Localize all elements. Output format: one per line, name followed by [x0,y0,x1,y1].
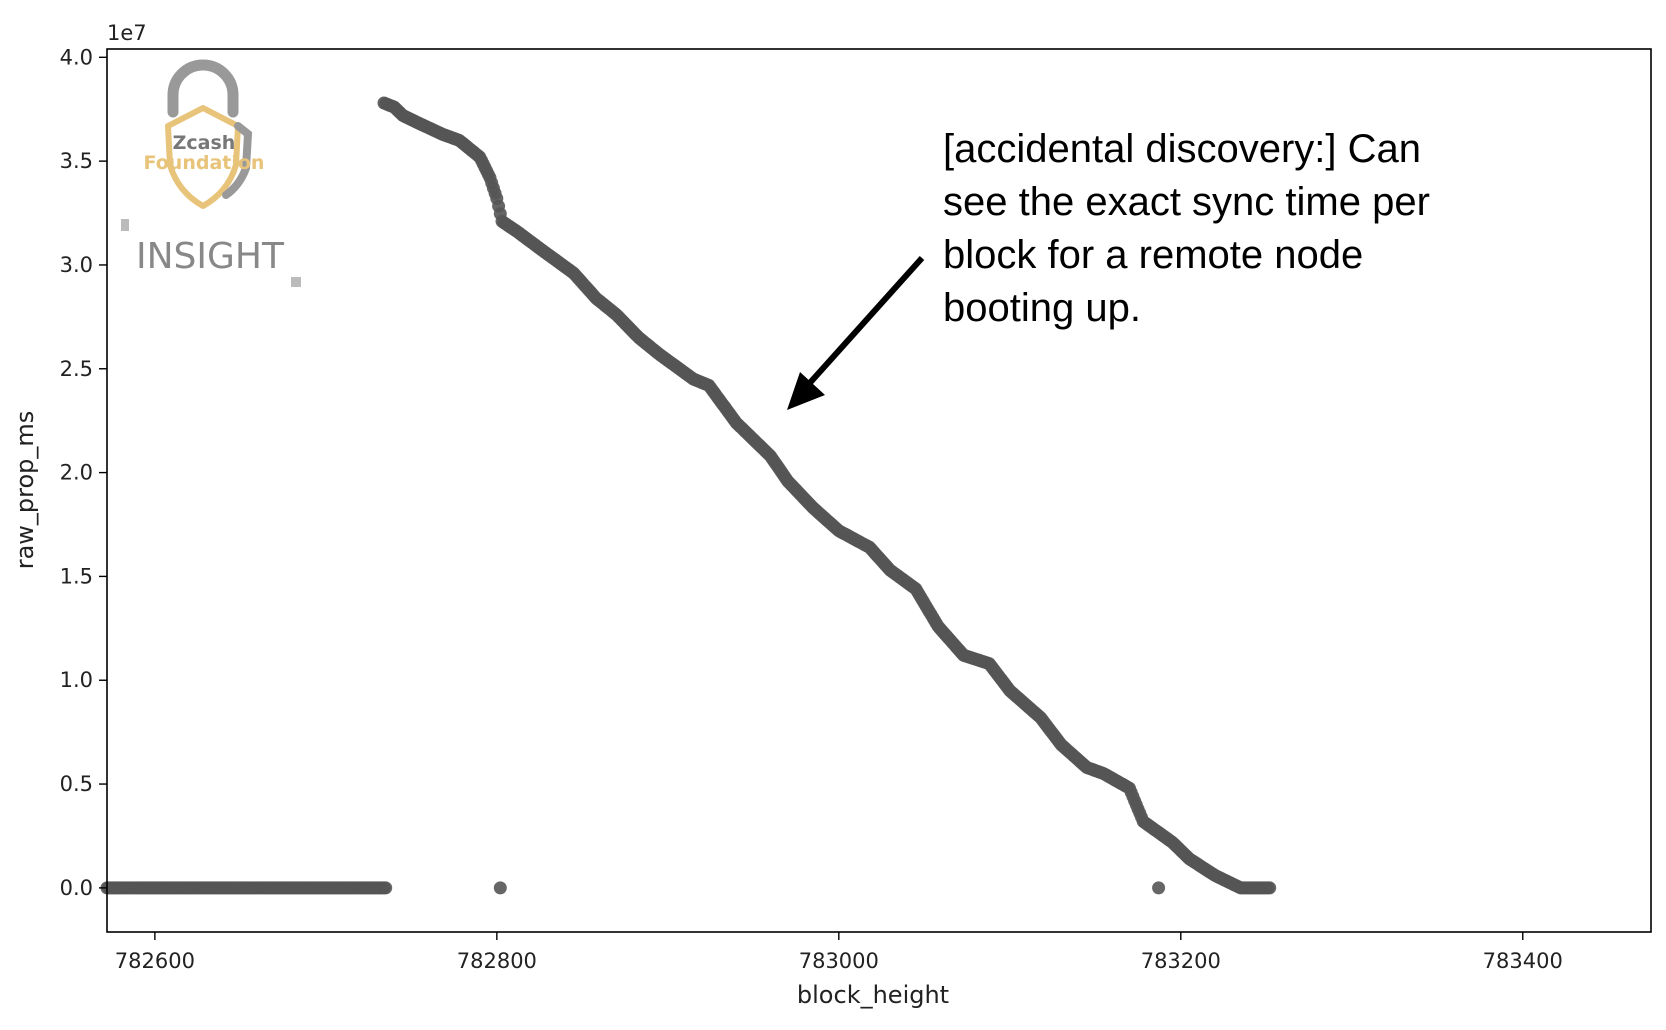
x-tick-label: 782800 [457,949,537,973]
y-tick-label: 2.5 [60,357,93,381]
y-tick-label: 0.0 [60,876,93,900]
annotation: [accidental discovery:] Can see the exac… [787,127,1430,410]
annotation-line-2: see the exact sync time per [943,180,1430,224]
watermark-logo: Zcash Foundation INSIGHT [121,59,301,287]
watermark-pixel-mark [121,219,129,231]
watermark-zcash-label: Zcash [173,132,236,154]
shield-icon [165,105,241,209]
lock-shackle-icon [167,59,239,118]
x-tick-label: 783000 [799,949,879,973]
annotation-line-1: [accidental discovery:] Can [943,127,1421,171]
data-points [100,96,1277,895]
watermark-pixel-mark [291,277,301,287]
annotation-arrow-head [787,372,825,410]
watermark-foundation-label: Foundation [144,152,265,174]
x-tick-label: 783400 [1483,949,1563,973]
y-axis-title: raw_prop_ms [11,411,39,570]
axes: 782600 782800 783000 783200 783400 0.0 0.5 1.0 1… [60,45,1652,973]
y-tick-label: 4.0 [60,45,93,69]
annotation-line-3: block for a remote node [943,233,1363,277]
x-axis-title: block_height [797,981,949,1009]
data-point [379,881,393,895]
y-axis-offset-label: 1e7 [107,21,147,45]
watermark-brand-label: INSIGHT [136,236,285,277]
lock-body-icon [222,122,253,199]
y-tick-label: 0.5 [60,772,93,796]
y-tick-label: 3.0 [60,253,93,277]
annotation-line-4: booting up. [943,286,1141,330]
y-tick-label: 2.0 [60,461,93,485]
annotation-arrow-shaft [805,255,925,388]
y-tick-label: 1.0 [60,668,93,692]
x-tick-label: 783200 [1141,949,1221,973]
y-tick-label: 3.5 [60,149,93,173]
data-point [493,881,507,895]
x-tick-label: 782600 [115,949,195,973]
data-point [1263,881,1277,895]
y-tick-label: 1.5 [60,564,93,588]
plot-frame [106,48,1652,933]
data-point [1152,881,1166,895]
